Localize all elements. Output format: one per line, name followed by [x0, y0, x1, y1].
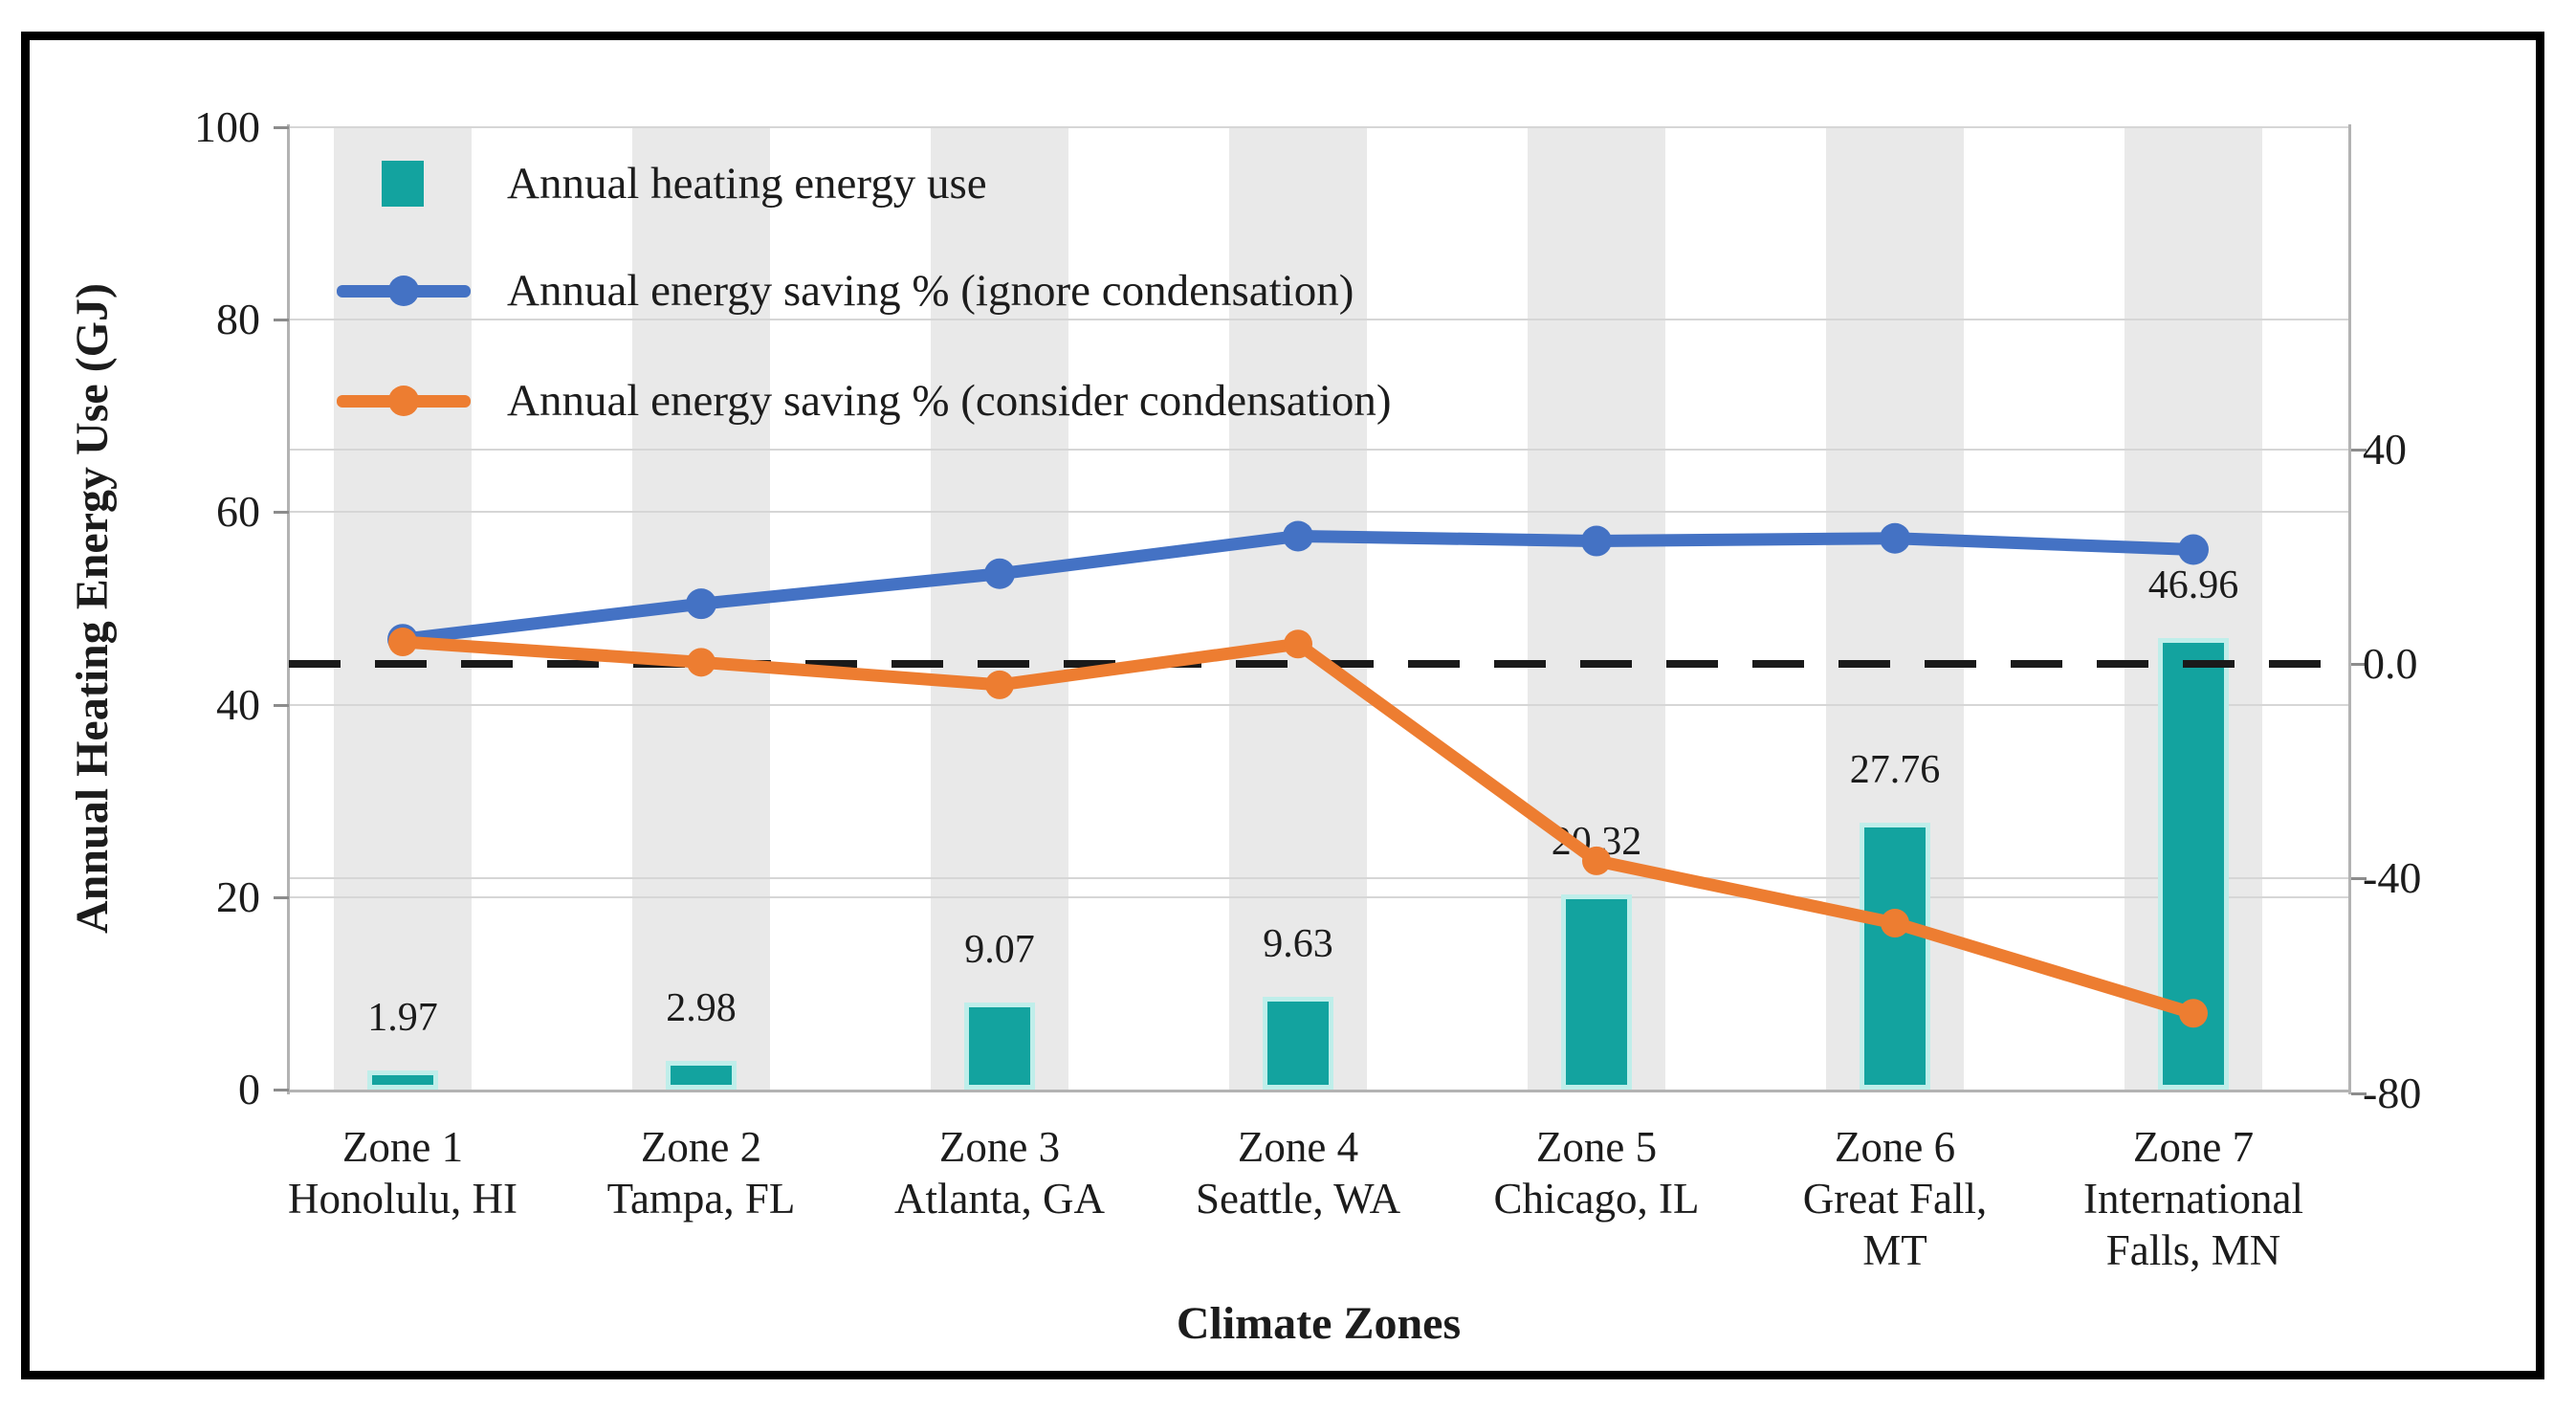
bar-annual-heating-use: [666, 1061, 737, 1090]
gridline-left-20: [289, 895, 2348, 898]
bar-value-label: 9.63: [1263, 922, 1333, 967]
left-axis-tick: [274, 1089, 289, 1091]
legend-swatch-heating: [382, 161, 424, 207]
category-label: Zone 2 Tampa, FL: [552, 1121, 850, 1224]
left-axis-tick-label: 60: [216, 487, 260, 537]
left-axis-tick: [274, 895, 289, 899]
marker-ignore-condensation: [984, 558, 1015, 589]
right-axis-tick-label: -80: [2363, 1068, 2422, 1117]
left-axis-tick-label: 20: [216, 871, 260, 921]
category-label-line: Tampa, FL: [606, 1175, 796, 1223]
category-label: Zone 5 Chicago, IL: [1447, 1121, 1746, 1224]
x-axis-title: Climate Zones: [1176, 1298, 1462, 1349]
left-axis-tick: [274, 319, 289, 322]
line-series-layer: [387, 520, 2209, 1028]
bar-annual-heating-use: [367, 1070, 438, 1090]
marker-consider-condensation: [2179, 999, 2208, 1028]
category-label: Zone 1 Honolulu, HI: [253, 1121, 552, 1224]
right-axis-tick-label: 40: [2363, 424, 2407, 474]
left-axis-tick: [274, 126, 289, 129]
category-label: Zone 7 International Falls, MN: [2044, 1121, 2343, 1276]
marker-ignore-condensation: [1283, 520, 1313, 552]
category-label-line: International: [2083, 1175, 2303, 1223]
left-axis-tick: [274, 703, 289, 707]
right-axis-tick-label: 0.0: [2363, 639, 2418, 688]
marker-ignore-condensation: [1581, 525, 1612, 557]
marker-consider-condensation: [1284, 629, 1312, 659]
marker-ignore-condensation: [2178, 534, 2209, 565]
left-axis-tick-label: 0: [238, 1065, 260, 1113]
bar-annual-heating-use: [1561, 893, 1632, 1090]
category-label-line: Chicago, IL: [1493, 1175, 1700, 1223]
line-consider-condensation: [402, 635, 2195, 1020]
category-label-line: Zone 4: [1237, 1123, 1359, 1171]
bar-value-label: 9.07: [964, 927, 1035, 972]
gridline-left-80: [289, 319, 2348, 321]
line-ignore-condensation: [402, 529, 2194, 646]
x-axis-line: [289, 1090, 2348, 1092]
bar-value-label: 27.76: [1849, 747, 1941, 792]
right-axis-tick-label: -40: [2363, 853, 2422, 903]
marker-ignore-condensation: [686, 588, 716, 620]
legend-label-heating: Annual heating energy use: [507, 159, 987, 209]
category-label-line: Atlanta, GA: [894, 1175, 1105, 1223]
left-axis-tick-label: 100: [194, 102, 260, 151]
gridline-left-100: [289, 126, 2348, 128]
category-band: [931, 127, 1068, 1090]
category-label-line: Zone 3: [938, 1123, 1061, 1171]
legend-dot-ignore-icon: [388, 276, 419, 306]
gridline-left-40: [289, 703, 2348, 706]
right-axis-tick: [2351, 877, 2367, 881]
left-axis-title: Annual Heating Energy Use (GJ): [67, 283, 118, 935]
right-axis-line: [2348, 124, 2351, 1094]
legend-label-consider: Annual energy saving % (consider condens…: [507, 376, 1392, 426]
left-axis-tick: [274, 511, 289, 515]
marker-consider-condensation: [985, 670, 1014, 699]
bar-annual-heating-use: [964, 1002, 1035, 1090]
legend-label-ignore: Annual energy saving % (ignore condensat…: [507, 266, 1354, 316]
marker-consider-condensation: [1582, 846, 1611, 875]
right-axis-tick: [2351, 448, 2367, 452]
category-label-line: Zone 5: [1535, 1123, 1658, 1171]
legend-dot-consider-icon: [388, 386, 419, 416]
category-label-line: Zone 7: [2132, 1123, 2255, 1171]
left-axis-line: [287, 124, 290, 1094]
category-label-line: Falls, MN: [2105, 1226, 2281, 1274]
gridline-right-40: [289, 448, 2348, 451]
bar-value-label: 1.97: [367, 996, 438, 1041]
marker-ignore-condensation: [1880, 522, 1910, 554]
category-label-line: Zone 2: [640, 1123, 762, 1171]
category-label-line: MT: [1862, 1226, 1927, 1274]
right-axis-tick: [2351, 1091, 2367, 1095]
category-label-line: Great Fall,: [1802, 1175, 1988, 1223]
bar-annual-heating-use: [1263, 997, 1333, 1090]
category-label-line: Seattle, WA: [1195, 1175, 1401, 1223]
category-band: [1229, 127, 1367, 1090]
marker-consider-condensation: [1881, 908, 1909, 937]
bar-value-label: 2.98: [666, 986, 737, 1031]
category-label: Zone 4 Seattle, WA: [1149, 1121, 1447, 1224]
right-axis-tick: [2351, 663, 2367, 666]
marker-consider-condensation: [388, 627, 417, 656]
category-label-line: Zone 1: [341, 1123, 464, 1171]
left-axis-tick-label: 80: [216, 295, 260, 344]
bar-value-label: 46.96: [2147, 562, 2239, 607]
category-label-line: Honolulu, HI: [288, 1175, 517, 1223]
category-label: Zone 6 Great Fall, MT: [1746, 1121, 2044, 1276]
left-axis-tick-label: 40: [216, 679, 260, 729]
bar-annual-heating-use: [1860, 822, 1930, 1090]
category-label: Zone 3 Atlanta, GA: [850, 1121, 1149, 1224]
category-label-line: Zone 6: [1834, 1123, 1956, 1171]
gridline-right--40: [289, 877, 2348, 880]
marker-consider-condensation: [687, 648, 716, 677]
gridline-left-60: [289, 511, 2348, 514]
